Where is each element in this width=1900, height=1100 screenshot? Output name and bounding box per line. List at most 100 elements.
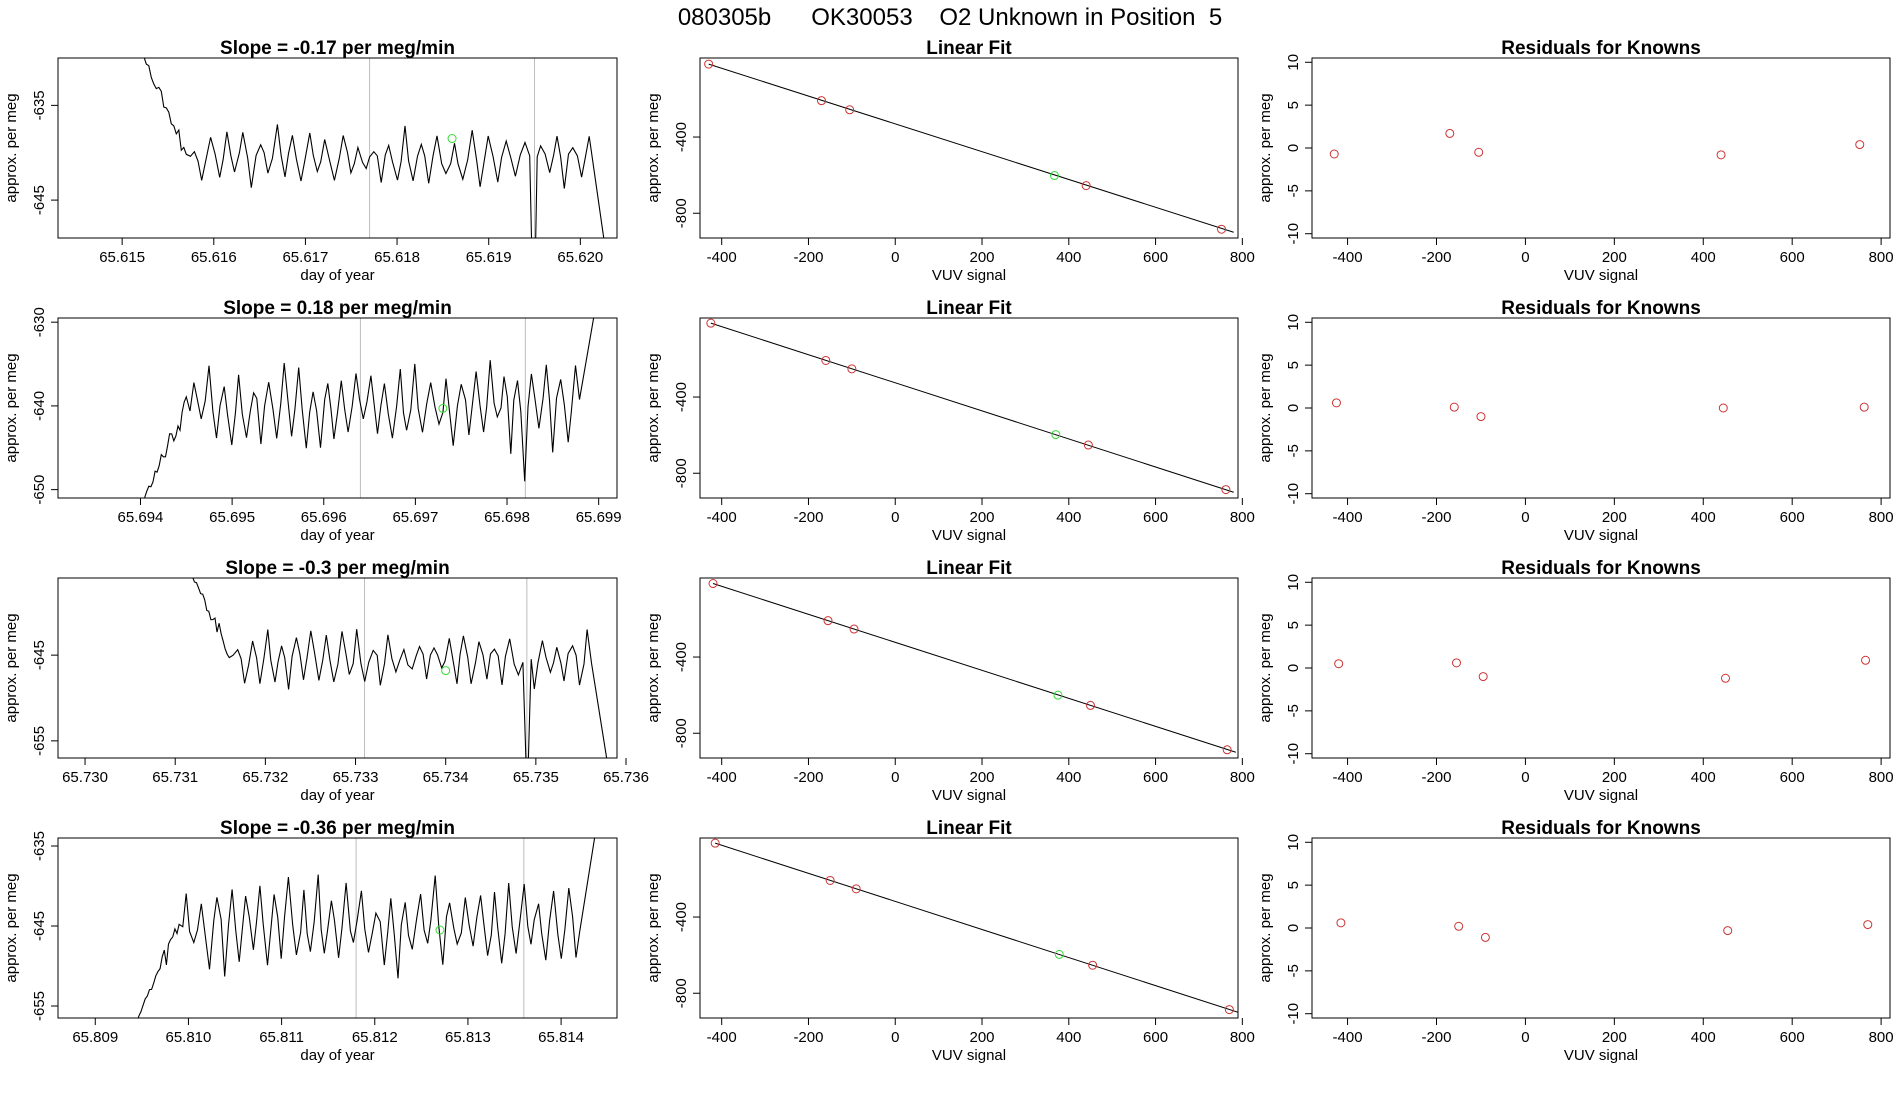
- x-tick-label: 65.734: [423, 769, 469, 786]
- known-point: [708, 579, 718, 589]
- trace-line: [137, 838, 596, 1018]
- residual-point: [1474, 147, 1484, 157]
- x-tick-label: 800: [1869, 509, 1894, 526]
- residuals-panel-row-4: Residuals for Knowns -400 -200 0 200 400 600 80…: [1257, 818, 1894, 1064]
- x-tick-label: 65.813: [445, 1029, 491, 1046]
- fit-line: [715, 842, 1238, 1013]
- x-tick-label: 400: [1056, 509, 1081, 526]
- x-tick-label: 65.616: [191, 249, 237, 266]
- unknown-point: [1054, 949, 1064, 959]
- known-point: [849, 624, 859, 634]
- trace-panel-row-1: Slope = -0.17 per meg/min 65.615 65.616 65.…: [3, 38, 618, 284]
- plot-frame: [57, 837, 618, 1019]
- unknown-point: [1051, 430, 1061, 440]
- residual-point: [1718, 403, 1728, 413]
- y-axis-label: approx. per meg: [645, 353, 662, 462]
- plot-area: [1334, 655, 1871, 683]
- x-axis-label: VUV signal: [1564, 787, 1638, 804]
- residual-point: [1449, 402, 1459, 412]
- x-tick-label: 800: [1869, 769, 1894, 786]
- y-tick-label: 0: [1285, 924, 1302, 932]
- x-tick-label: 200: [970, 509, 995, 526]
- residual-point: [1454, 921, 1464, 931]
- residual-point: [1452, 658, 1461, 668]
- residual-point: [1480, 932, 1490, 942]
- x-tick-label: -200: [793, 509, 823, 526]
- x-tick-label: -200: [793, 769, 823, 786]
- x-tick-label: 0: [891, 769, 899, 786]
- unknown-point: [438, 403, 448, 413]
- y-axis-label: approx. per meg: [3, 353, 20, 462]
- chart-title: Residuals for Knowns: [1501, 818, 1701, 839]
- x-tick-label: 65.730: [62, 769, 108, 786]
- y-tick-label: 10: [1285, 834, 1302, 851]
- x-tick-label: 65.809: [72, 1029, 118, 1046]
- residual-point: [1334, 659, 1344, 669]
- y-tick-label: -645: [31, 640, 48, 670]
- residual-point: [1855, 140, 1865, 150]
- y-tick-label: -800: [673, 718, 690, 748]
- residuals-panel-row-1: Residuals for Knowns -400 -200 0 200 400 600 80…: [1257, 38, 1894, 284]
- y-tick-label: -800: [673, 198, 690, 228]
- x-tick-label: 65.620: [557, 249, 603, 266]
- x-tick-label: 400: [1691, 1029, 1716, 1046]
- plot-frame: [1311, 837, 1891, 1019]
- chart-title: Residuals for Knowns: [1501, 558, 1701, 579]
- x-axis-label: VUV signal: [932, 787, 1006, 804]
- page-title: 080305b OK30053 O2 Unknown in Position 5: [677, 4, 1223, 31]
- x-axis-label: VUV signal: [1564, 267, 1638, 284]
- x-tick-label: 65.731: [152, 769, 198, 786]
- x-tick-label: -400: [1333, 1029, 1363, 1046]
- x-tick-label: 400: [1056, 249, 1081, 266]
- chart-title: Slope = -0.36 per meg/min: [220, 818, 455, 839]
- x-axis-label: day of year: [300, 787, 374, 804]
- fit-panel-row-2: Linear Fit -400 -200 0 200 400 600 800 -400 -800 V…: [645, 298, 1255, 544]
- y-tick-label: 5: [1285, 361, 1302, 369]
- y-tick-label: 5: [1285, 881, 1302, 889]
- x-tick-label: 600: [1143, 1029, 1168, 1046]
- y-axis-label: approx. per meg: [1257, 353, 1274, 462]
- unknown-point: [447, 134, 457, 144]
- y-tick-label: -400: [673, 902, 690, 932]
- known-point: [1083, 440, 1093, 450]
- plot-area: [143, 318, 595, 498]
- y-axis-label: approx. per meg: [1257, 93, 1274, 202]
- x-tick-label: 800: [1230, 509, 1255, 526]
- plot-area: [137, 838, 596, 1018]
- y-tick-label: -5: [1285, 444, 1302, 457]
- residual-point: [1336, 918, 1346, 928]
- known-point: [1222, 745, 1232, 755]
- plot-area: [1336, 918, 1873, 942]
- x-tick-label: 65.812: [352, 1029, 398, 1046]
- plot-area: [708, 579, 1236, 755]
- x-tick-label: 600: [1780, 1029, 1805, 1046]
- x-tick-label: -200: [793, 249, 823, 266]
- chart-title: Slope = -0.17 per meg/min: [220, 38, 455, 59]
- x-tick-label: 200: [1602, 249, 1627, 266]
- plot-area: [1329, 128, 1865, 160]
- x-tick-label: 0: [891, 509, 899, 526]
- residual-point: [1859, 402, 1869, 412]
- plot-area: [706, 318, 1234, 495]
- x-tick-label: 0: [891, 249, 899, 266]
- known-point: [851, 884, 861, 894]
- x-tick-label: -200: [1421, 769, 1451, 786]
- known-point: [706, 318, 716, 328]
- y-tick-label: 0: [1285, 404, 1302, 412]
- y-tick-label: 0: [1285, 144, 1302, 152]
- x-axis-label: VUV signal: [1564, 527, 1638, 544]
- x-tick-label: 800: [1230, 1029, 1255, 1046]
- plot-area: [704, 59, 1234, 234]
- unknown-point: [1053, 690, 1063, 700]
- residual-point: [1478, 672, 1488, 682]
- x-tick-label: -400: [707, 1029, 737, 1046]
- chart-title: Residuals for Knowns: [1501, 38, 1701, 59]
- y-tick-label: -400: [673, 382, 690, 412]
- fit-panel-row-1: Linear Fit -400 -200 0 200 400 600 800 -400 -800 V…: [645, 38, 1255, 284]
- y-tick-label: -655: [31, 726, 48, 756]
- x-tick-label: 800: [1869, 1029, 1894, 1046]
- residual-point: [1723, 926, 1733, 936]
- x-tick-label: 600: [1143, 509, 1168, 526]
- x-tick-label: -200: [793, 1029, 823, 1046]
- x-tick-label: 600: [1780, 249, 1805, 266]
